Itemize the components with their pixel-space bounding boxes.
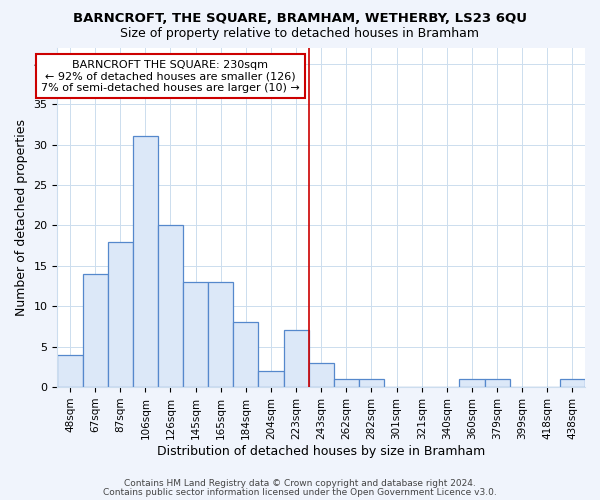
X-axis label: Distribution of detached houses by size in Bramham: Distribution of detached houses by size … bbox=[157, 444, 485, 458]
Bar bbox=[308, 363, 334, 387]
Text: Contains HM Land Registry data © Crown copyright and database right 2024.: Contains HM Land Registry data © Crown c… bbox=[124, 479, 476, 488]
Bar bbox=[460, 379, 485, 387]
Bar bbox=[158, 226, 183, 387]
Bar bbox=[485, 379, 509, 387]
Bar bbox=[334, 379, 359, 387]
Text: BARNCROFT THE SQUARE: 230sqm
← 92% of detached houses are smaller (126)
7% of se: BARNCROFT THE SQUARE: 230sqm ← 92% of de… bbox=[41, 60, 300, 93]
Bar bbox=[259, 371, 284, 387]
Text: Contains public sector information licensed under the Open Government Licence v3: Contains public sector information licen… bbox=[103, 488, 497, 497]
Bar bbox=[284, 330, 308, 387]
Text: Size of property relative to detached houses in Bramham: Size of property relative to detached ho… bbox=[121, 28, 479, 40]
Bar bbox=[58, 355, 83, 387]
Y-axis label: Number of detached properties: Number of detached properties bbox=[15, 119, 28, 316]
Bar bbox=[208, 282, 233, 387]
Bar bbox=[560, 379, 585, 387]
Bar bbox=[133, 136, 158, 387]
Bar bbox=[183, 282, 208, 387]
Bar bbox=[107, 242, 133, 387]
Bar bbox=[233, 322, 259, 387]
Bar bbox=[359, 379, 384, 387]
Text: BARNCROFT, THE SQUARE, BRAMHAM, WETHERBY, LS23 6QU: BARNCROFT, THE SQUARE, BRAMHAM, WETHERBY… bbox=[73, 12, 527, 26]
Bar bbox=[83, 274, 107, 387]
